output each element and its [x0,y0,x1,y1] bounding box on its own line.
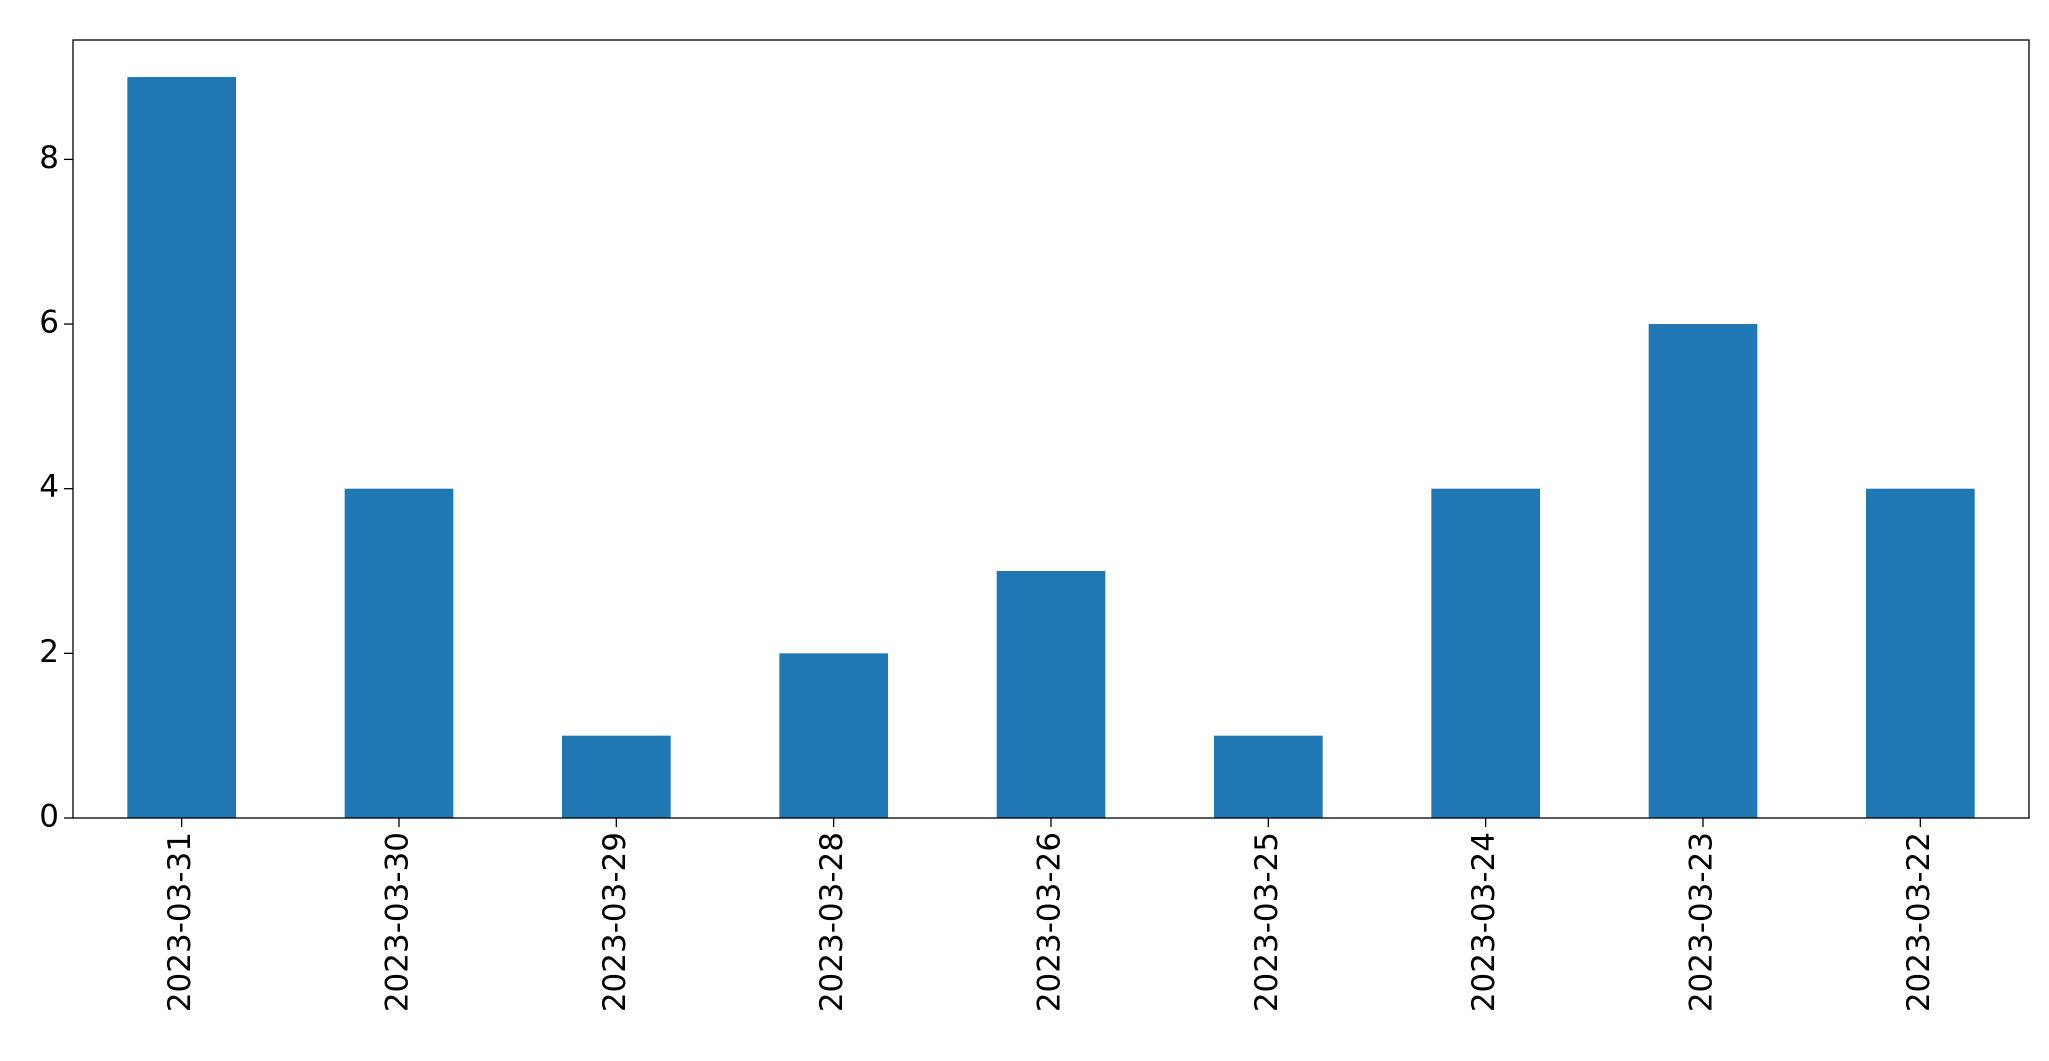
x-tick-label: 2023-03-22 [1901,832,1937,1012]
bar [1214,735,1323,818]
y-tick-label: 2 [39,634,59,670]
x-tick-label: 2023-03-24 [1466,832,1502,1012]
x-tick-label: 2023-03-26 [1032,832,1068,1012]
bar [562,735,671,818]
plot-frame [72,39,2030,819]
bar [127,77,236,819]
y-tick-label: 0 [39,799,59,835]
x-tick-label: 2023-03-29 [597,832,633,1012]
x-tick-label: 2023-03-30 [380,832,416,1012]
x-tick-label: 2023-03-28 [814,832,850,1012]
bar [1648,324,1758,818]
x-tick-label: 2023-03-31 [162,832,198,1012]
y-tick-label: 4 [39,469,59,505]
bar [344,488,454,818]
bar [1431,488,1540,818]
bar [996,571,1106,818]
bar [779,653,888,818]
x-tick-label: 2023-03-25 [1249,832,1285,1012]
x-tick-label: 2023-03-23 [1684,832,1720,1012]
y-tick-label: 8 [39,140,59,176]
bar [1866,488,1975,818]
y-tick-label: 6 [39,305,59,341]
